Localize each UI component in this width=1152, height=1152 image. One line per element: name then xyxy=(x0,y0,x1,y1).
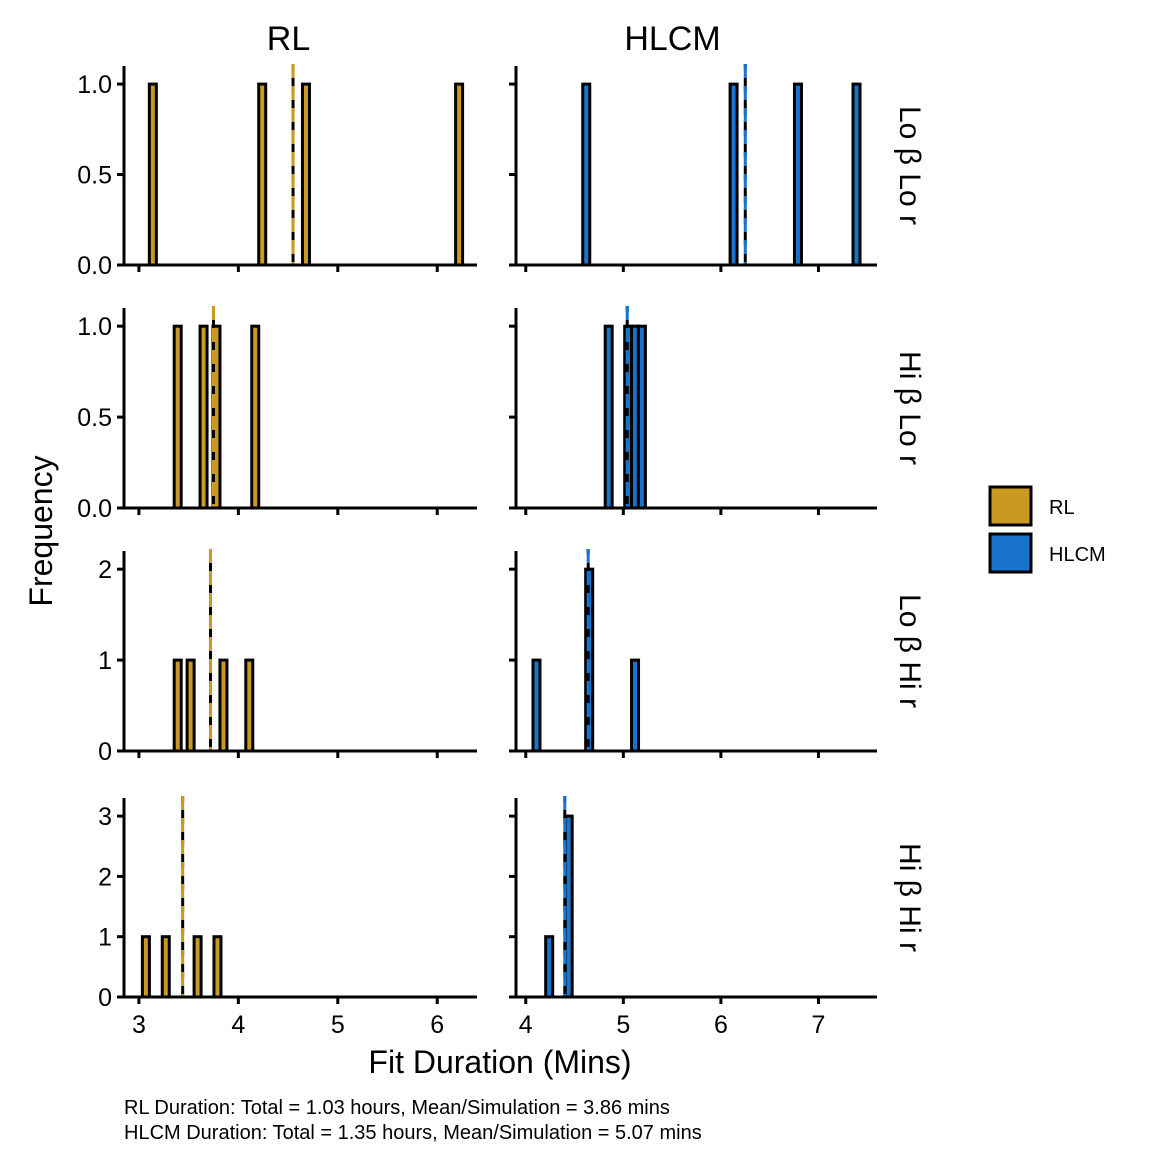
histogram-bar xyxy=(198,324,209,510)
y-tick-label: 1 xyxy=(98,924,112,952)
x-tick-label: 4 xyxy=(231,1011,245,1039)
histogram-bar xyxy=(160,935,171,999)
histogram-bar xyxy=(172,658,183,753)
histogram-bar xyxy=(257,82,268,267)
histogram-bar xyxy=(140,935,151,999)
x-tick-label: 6 xyxy=(714,1011,728,1039)
x-tick-label: 4 xyxy=(519,1011,533,1039)
histogram-bar xyxy=(581,82,592,267)
histogram-bar xyxy=(147,82,158,267)
column-title-hlcm: HLCM xyxy=(624,20,720,58)
y-tick-label: 0.0 xyxy=(77,495,112,523)
histogram-bar xyxy=(212,935,223,999)
legend: RL HLCM xyxy=(988,485,1106,574)
histogram-bar xyxy=(792,82,803,267)
histogram-bar xyxy=(630,658,641,753)
x-tick-label: 3 xyxy=(132,1011,146,1039)
column-title-rl: RL xyxy=(267,20,310,58)
histogram-bar xyxy=(851,82,862,267)
histogram-bar xyxy=(544,935,555,999)
panel-hlcm-row-2 xyxy=(509,306,877,515)
x-tick-label: 5 xyxy=(616,1011,630,1039)
row-strip-label-1: Lo β Lo r xyxy=(893,106,926,225)
y-tick-label: 0 xyxy=(98,984,112,1012)
histogram-bar xyxy=(454,82,465,267)
panel-rl-row-1: 0.0 0.5 1.0 xyxy=(77,64,477,280)
panel-rl-row-4: 0 1 2 3 3 4 5 6 xyxy=(98,796,477,1039)
y-tick-label: 3 xyxy=(98,803,112,831)
panel-rl-row-3: 0 1 2 xyxy=(98,549,477,766)
histogram-bar xyxy=(172,324,183,510)
histogram-bar xyxy=(531,658,542,753)
x-tick-label: 6 xyxy=(430,1011,444,1039)
y-tick-label: 1.0 xyxy=(77,71,112,99)
y-tick-label: 0.5 xyxy=(77,162,112,190)
x-tick-label: 5 xyxy=(331,1011,345,1039)
panel-hlcm-row-3 xyxy=(509,549,877,758)
y-tick-label: 0 xyxy=(98,738,112,766)
y-tick-label: 0.0 xyxy=(77,252,112,280)
y-tick-label: 1.0 xyxy=(77,313,112,341)
y-tick-label: 2 xyxy=(98,863,112,891)
x-tick-label: 7 xyxy=(812,1011,826,1039)
y-tick-label: 1 xyxy=(98,647,112,675)
x-axis-title: Fit Duration (Mins) xyxy=(368,1044,631,1080)
panel-rl-row-2: 0.0 0.5 1.0 xyxy=(77,306,477,523)
histogram-bar xyxy=(250,324,261,510)
row-strip-label-2: Hi β Lo r xyxy=(893,351,926,465)
panels: RL HLCM Lo β Lo r Hi β Lo r Lo β Hi r Hi β Hi… xyxy=(77,20,926,1039)
legend-key-rl xyxy=(988,485,1033,527)
histogram-bar xyxy=(218,658,229,753)
row-strip-label-4: Hi β Hi r xyxy=(893,843,926,952)
legend-label-hlcm: HLCM xyxy=(1049,544,1106,566)
panel-hlcm-row-1 xyxy=(509,64,877,272)
histogram-bar xyxy=(636,324,647,510)
row-strip-label-3: Lo β Hi r xyxy=(893,594,926,708)
histogram-bar xyxy=(192,935,203,999)
y-axis-title: Frequency xyxy=(23,455,59,606)
y-tick-label: 0.5 xyxy=(77,404,112,432)
caption-line-rl: RL Duration: Total = 1.03 hours, Mean/Si… xyxy=(124,1097,670,1119)
histogram-bar xyxy=(603,324,614,510)
histogram-bar xyxy=(185,658,196,753)
histogram-bar xyxy=(728,82,739,267)
y-tick-label: 2 xyxy=(98,556,112,584)
histogram-bar xyxy=(300,82,311,267)
caption-line-hlcm: HLCM Duration: Total = 1.35 hours, Mean/… xyxy=(124,1122,702,1144)
legend-label-rl: RL xyxy=(1049,497,1075,519)
legend-key-hlcm xyxy=(988,532,1033,574)
panel-hlcm-row-4: 4 5 6 7 xyxy=(509,796,877,1039)
histogram-bar xyxy=(244,658,255,753)
